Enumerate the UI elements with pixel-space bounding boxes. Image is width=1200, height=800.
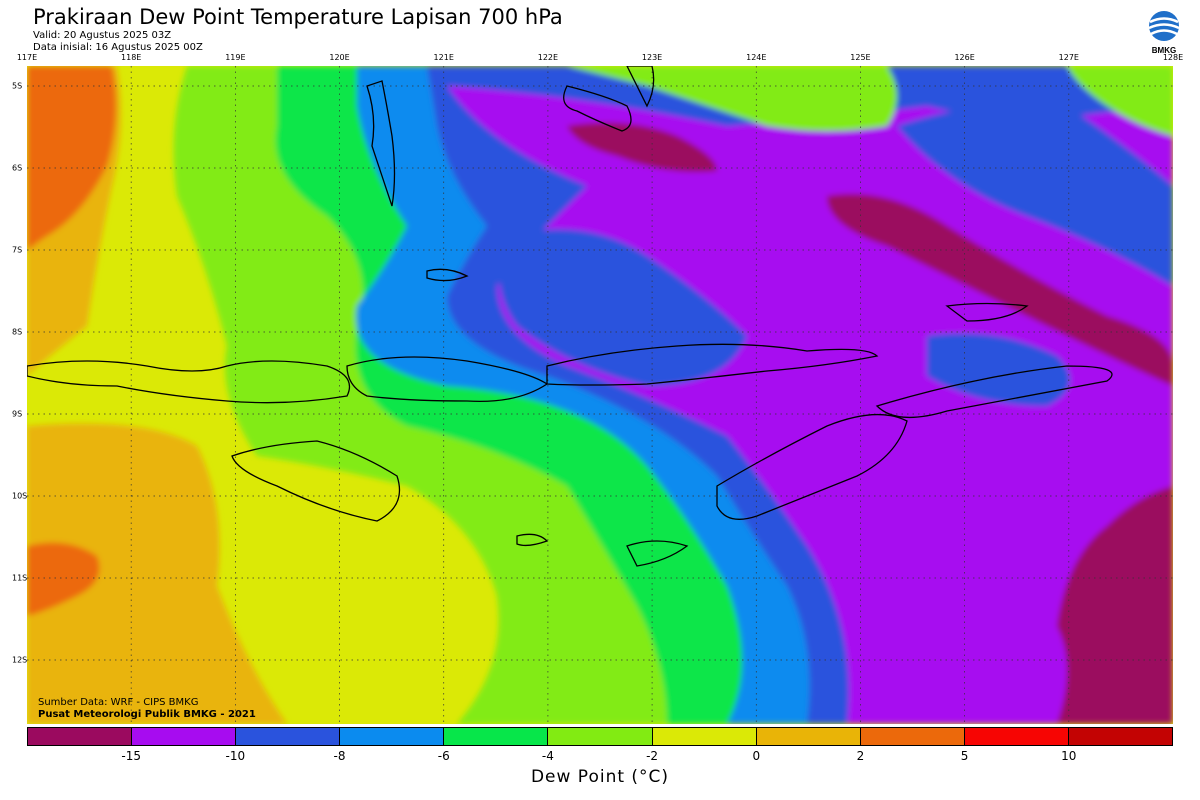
colorbar-label: -15 [121,749,141,763]
colorbar-segment [652,728,757,745]
lat-tick-label: 5S [12,81,23,91]
data-source: Sumber Data: WRF - CIPS BMKG [38,697,199,708]
lat-tick-label: 8S [12,327,23,337]
lon-tick-label: 118E [121,53,142,62]
lon-tick-label: 127E [1058,53,1079,62]
colorbar-label: -10 [225,749,246,763]
lat-tick-label: 12S [12,655,28,665]
lat-tick-label: 7S [12,245,23,255]
lat-tick-label: 9S [12,409,23,419]
credit-org: Pusat Meteorologi Publik BMKG - 2021 [38,709,256,720]
colorbar [27,727,1173,746]
colorbar-label: -8 [333,749,346,763]
colorbar-segment [236,728,341,745]
map-title: Prakiraan Dew Point Temperature Lapisan … [33,5,563,29]
logo-text: BMKG [1152,46,1176,55]
colorbar-segment [444,728,549,745]
field-darkorange-nw [27,66,116,251]
lon-tick-label: 122E [537,53,559,62]
coast-sulawesi [366,80,396,207]
lon-tick-label: 121E [433,53,454,62]
coast-buton [626,66,655,108]
colorbar-title: Dew Point (°C) [530,767,670,787]
field-green-northeast [1067,66,1173,136]
field-blue-timor [927,333,1070,406]
field-blue-east [897,103,1173,286]
lon-tick-label: 126E [954,53,975,62]
colorbar-segment [860,728,965,745]
coast-sumbawa [346,356,549,403]
graticule [27,66,1173,724]
lat-tick-label: 11S [12,573,28,583]
coast-bali-lombok [27,360,351,404]
coastlines [27,66,1113,567]
colorbar-segment [964,728,1069,745]
coast-rote [626,540,689,567]
field-orange-south [27,423,287,724]
colorbar-segment [340,728,445,745]
lon-tick-label: 119E [225,53,246,62]
colorbar-label: 0 [752,749,761,763]
lon-tick-label: 125E [850,53,871,62]
coast-sumba [231,440,401,522]
colorbar-segment [548,728,653,745]
lon-tick-label: 117E [16,53,38,62]
coast-sulawesi-se [563,85,632,132]
coast-sawu [516,533,549,547]
lat-tick-label: 10S [12,491,28,501]
coast-flores [546,343,879,386]
field-darkmagenta-diag [827,194,1173,386]
coast-timor-east [875,365,1113,419]
colorbar-segment [756,728,861,745]
colorbar-label: -2 [646,749,659,763]
lat-tick-label: 6S [12,163,23,173]
lon-tick-label: 124E [746,53,767,62]
coast-kalao [426,268,469,282]
colorbar-label: 10 [1061,749,1077,763]
field-blue-center [499,229,747,386]
coast-timor [716,413,908,520]
valid-time: Valid: 20 Agustus 2025 03Z [33,30,172,41]
coast-wetar [945,302,1029,322]
colorbar-label: -4 [541,749,554,763]
field-darkmagenta-se [1057,486,1173,724]
colorbar-label: 5 [960,749,969,763]
colorbar-segment [1068,728,1173,745]
bmkg-logo-icon: BMKG [1146,10,1182,56]
colorbar-segment [132,728,237,745]
colorbar-label: -6 [437,749,450,763]
field-green-north [567,66,897,131]
dewpoint-map [27,66,1173,724]
initial-time: Data inisial: 16 Agustus 2025 00Z [33,42,203,53]
lon-tick-label: 123E [641,53,663,62]
field-darkmagenta-north [567,122,717,172]
lon-tick-label: 128E [1162,53,1184,62]
colorbar-label: 2 [856,749,865,763]
colorbar-segment [28,728,133,745]
field-darkorange-sw [27,542,100,616]
lon-tick-label: 120E [329,53,350,62]
